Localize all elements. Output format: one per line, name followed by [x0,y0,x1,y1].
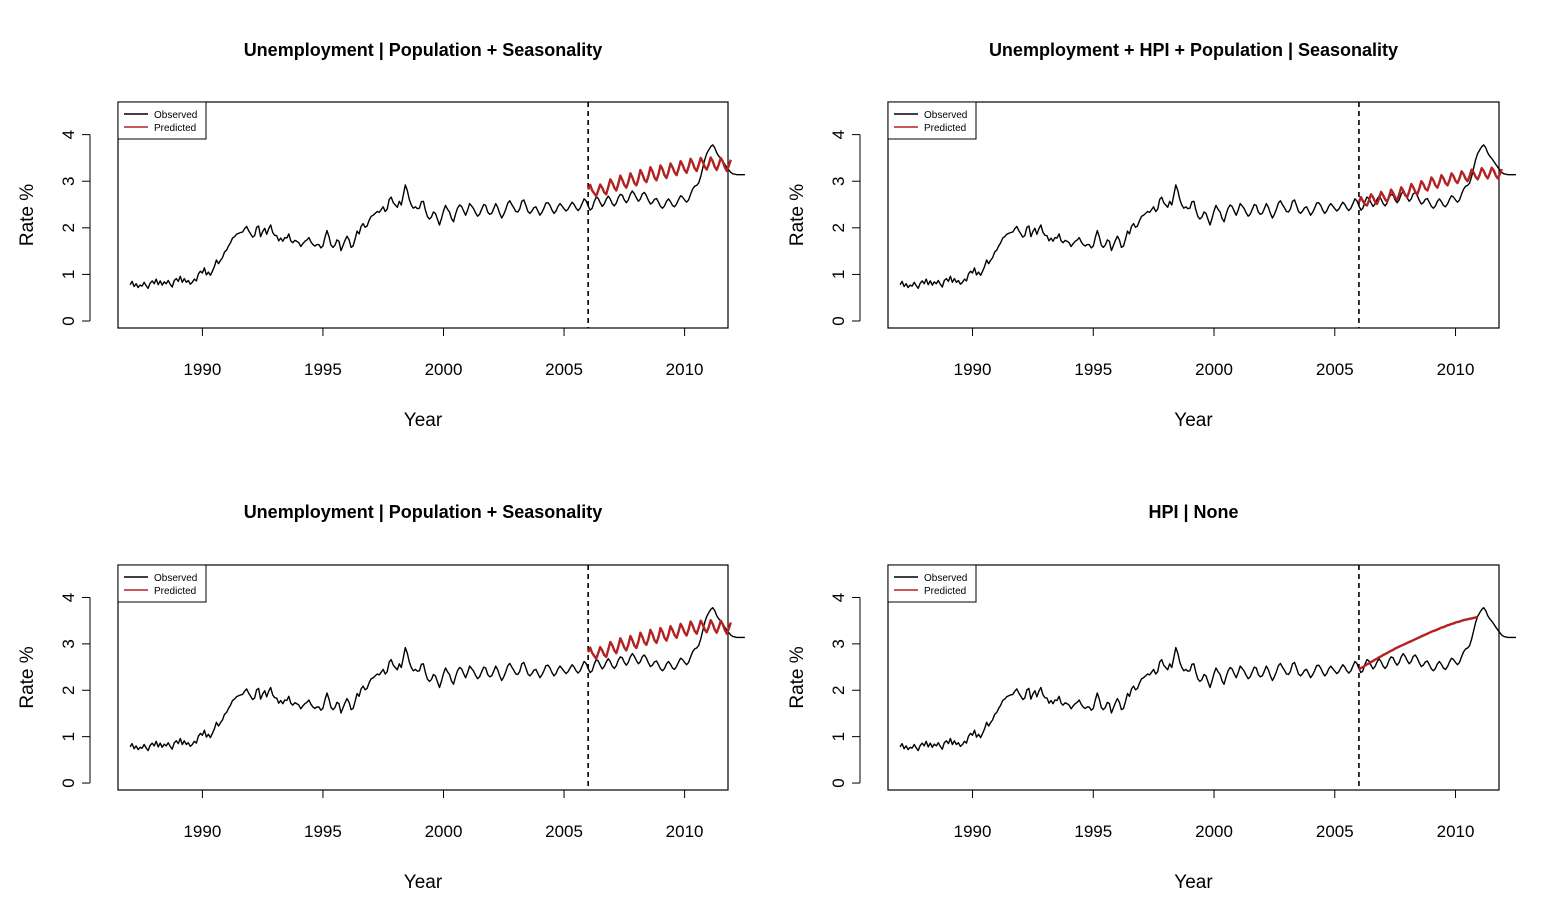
x-tick-label: 2000 [425,822,463,841]
y-tick-label: 3 [829,176,848,185]
y-tick-label: 0 [829,316,848,325]
legend-label-observed: Observed [924,110,967,121]
y-tick-label: 4 [829,130,848,139]
chart-title: Unemployment | Population + Seasonality [244,502,603,522]
legend-box [117,101,207,140]
y-tick-label: 4 [59,130,78,139]
x-tick-label: 2005 [1316,822,1354,841]
x-tick-label: 2010 [1437,822,1475,841]
x-tick-label: 2005 [1316,360,1354,379]
legend-box [887,101,977,140]
observed-series-line [129,144,745,290]
y-tick-label: 0 [829,778,848,787]
plot-frame [887,564,1500,791]
legend-label-predicted: Predicted [924,586,966,597]
y-tick-label: 1 [829,732,848,741]
x-axis-title: Year [1174,872,1213,893]
x-tick-label: 1990 [954,360,992,379]
y-tick-label: 3 [59,176,78,185]
predicted-series-line [1357,166,1503,207]
y-tick-label: 4 [59,593,78,602]
y-tick-label: 2 [829,223,848,232]
chart-panel-3: Unemployment | Population + Seasonality 1… [17,502,745,893]
y-tick-label: 1 [59,270,78,279]
y-tick-label: 1 [829,270,848,279]
predicted-series-line [587,156,732,198]
x-tick-label: 1995 [1074,822,1112,841]
legend-label-observed: Observed [924,573,967,584]
x-axis-title: Year [404,872,443,893]
y-tick-label: 2 [829,686,848,695]
x-tick-label: 2005 [545,822,583,841]
y-axis-title: Rate % [787,646,808,708]
chart-title: HPI | None [1148,502,1238,522]
chart-title: Unemployment | Population + Seasonality [244,40,603,60]
legend-box [887,564,977,603]
y-tick-label: 3 [829,639,848,648]
x-tick-label: 2010 [666,360,704,379]
predicted-series-line [1358,615,1478,671]
y-tick-label: 2 [59,686,78,695]
observed-series-line [899,144,1516,290]
plot-frame [117,101,729,329]
y-axis-title: Rate % [17,646,38,708]
x-tick-label: 2000 [1195,360,1233,379]
y-axis-title: Rate % [787,184,808,246]
x-tick-label: 1995 [304,822,342,841]
x-tick-label: 1990 [183,360,221,379]
x-axis-title: Year [1174,410,1213,431]
x-axis-title: Year [404,410,443,431]
predicted-series-line [587,619,732,660]
y-tick-label: 3 [59,639,78,648]
observed-series-line [129,607,745,752]
x-tick-label: 2005 [545,360,583,379]
chart-panel-2: Unemployment + HPI + Population | Season… [787,40,1516,431]
legend-label-observed: Observed [154,110,197,121]
legend-label-predicted: Predicted [154,123,196,134]
legend-label-predicted: Predicted [154,586,196,597]
legend-box [117,564,207,603]
x-tick-label: 2000 [1195,822,1233,841]
y-tick-label: 0 [59,778,78,787]
x-tick-label: 2010 [1437,360,1475,379]
y-tick-label: 1 [59,732,78,741]
x-tick-label: 2000 [425,360,463,379]
legend-label-predicted: Predicted [924,123,966,134]
x-tick-label: 2010 [666,822,704,841]
legend-label-observed: Observed [154,573,197,584]
y-tick-label: 4 [829,593,848,602]
chart-panel-1: Unemployment | Population + Seasonality 1… [17,40,745,431]
x-tick-label: 1995 [304,360,342,379]
y-tick-label: 2 [59,223,78,232]
plot-frame [117,564,729,791]
observed-series-line [899,607,1516,752]
plot-frame [887,101,1500,329]
x-tick-label: 1990 [954,822,992,841]
y-axis-title: Rate % [17,184,38,246]
chart-title: Unemployment + HPI + Population | Season… [989,40,1398,60]
chart-panel-4: HPI | None 1990 1995 2000 2005 2010 0 1 2 3 4 Year R… [787,502,1516,893]
y-tick-label: 0 [59,316,78,325]
x-tick-label: 1995 [1074,360,1112,379]
x-tick-label: 1990 [183,822,221,841]
